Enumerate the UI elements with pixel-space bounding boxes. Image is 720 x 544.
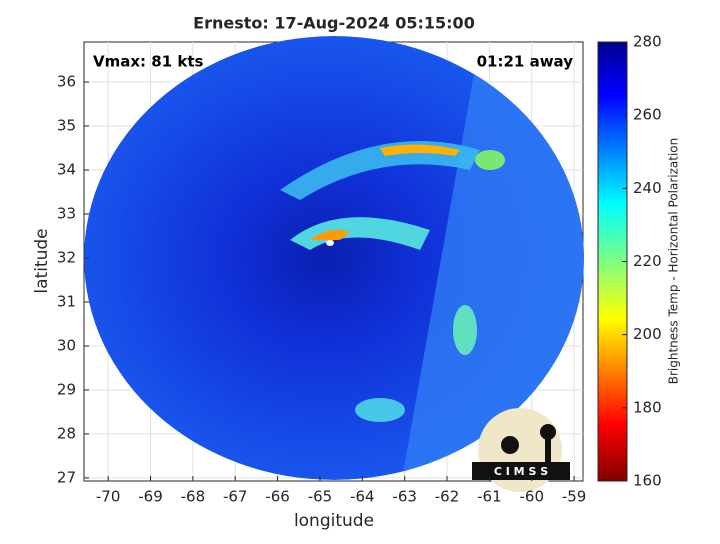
colorbar-tick-label: 160 <box>633 472 662 490</box>
y-tick-label: 35 <box>57 117 76 135</box>
y-tick-label: 30 <box>57 336 76 354</box>
y-axis-label: latitude <box>32 228 52 293</box>
colorbar-tick-label: 240 <box>633 179 662 197</box>
x-tick-label: -66 <box>265 488 290 506</box>
x-tick-label: -64 <box>350 488 375 506</box>
x-tick-label: -63 <box>392 488 417 506</box>
x-tick-label: -59 <box>562 488 587 506</box>
x-tick-label: -69 <box>138 488 163 506</box>
x-tick-label: -62 <box>435 488 460 506</box>
x-tick-label: -60 <box>519 488 544 506</box>
x-tick-label: -68 <box>181 488 206 506</box>
x-tick-label: -67 <box>223 488 248 506</box>
colorbar-tick-label: 200 <box>633 325 662 343</box>
x-tick-label: -65 <box>308 488 333 506</box>
y-tick-label: 36 <box>57 73 76 91</box>
y-tick-label: 34 <box>57 161 76 179</box>
y-tick-label: 28 <box>57 424 76 442</box>
x-axis-label: longitude <box>294 511 374 531</box>
annotation: 01:21 away <box>477 53 574 71</box>
colorbar-tick-label: 280 <box>633 33 662 51</box>
y-tick-label: 33 <box>57 204 76 222</box>
logo-text: C I M S S <box>494 465 548 478</box>
colorbar-tick-label: 220 <box>633 252 662 270</box>
y-tick-label: 27 <box>57 468 76 486</box>
logo: C I M S S <box>472 408 570 492</box>
y-tick-label: 29 <box>57 380 76 398</box>
y-tick-label: 31 <box>57 292 76 310</box>
chart-title: Ernesto: 17-Aug-2024 05:15:00 <box>193 14 475 33</box>
colorbar-tick-label: 260 <box>633 106 662 124</box>
colorbar-tick-label: 180 <box>633 398 662 416</box>
annotation: Vmax: 81 kts <box>93 53 203 71</box>
colorbar-label: Brightness Temp - Horizontal Polarizatio… <box>667 138 681 385</box>
x-tick-label: -70 <box>96 488 121 506</box>
x-tick-label: -61 <box>477 488 502 506</box>
y-tick-label: 32 <box>57 248 76 266</box>
